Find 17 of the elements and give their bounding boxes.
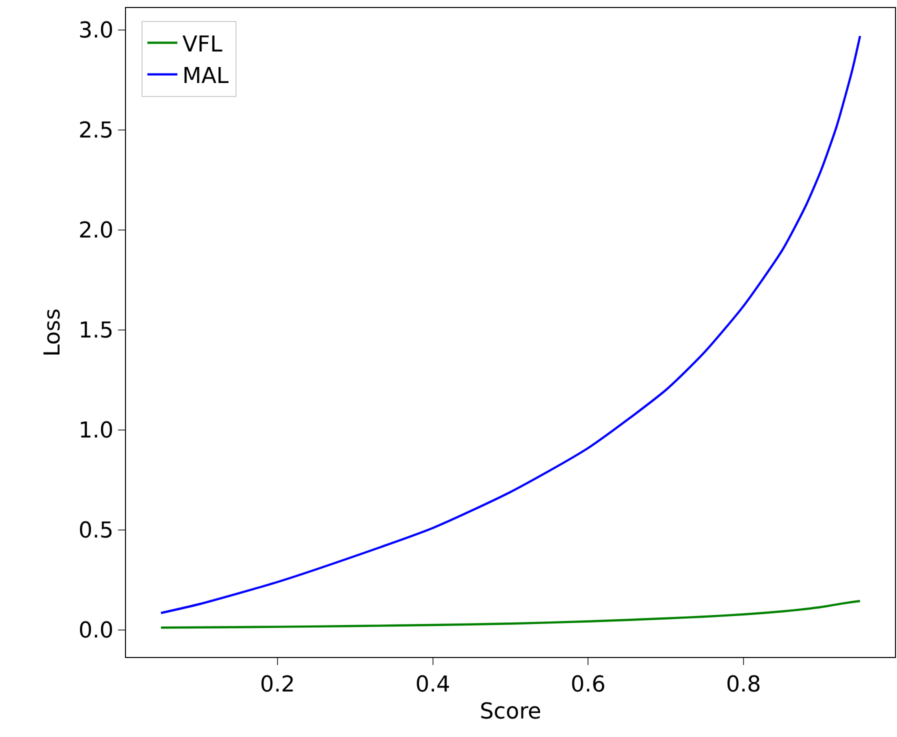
y-tick-label: 0.5 bbox=[78, 518, 114, 544]
legend-label: MAL bbox=[182, 64, 230, 89]
y-tick-label: 2.0 bbox=[78, 218, 114, 244]
x-tick-label: 0.6 bbox=[570, 672, 606, 698]
legend-label: VFL bbox=[182, 32, 224, 58]
x-axis-title: Score bbox=[480, 699, 542, 724]
line-series bbox=[160, 34, 862, 614]
y-tick-label: 0.0 bbox=[78, 618, 114, 644]
line-series bbox=[160, 600, 862, 629]
y-axis-title: Loss bbox=[40, 308, 66, 357]
y-tick-label: 1.5 bbox=[78, 318, 114, 344]
x-tick-label: 0.4 bbox=[415, 672, 450, 698]
x-tick-label: 0.2 bbox=[260, 672, 295, 698]
x-tick-label: 0.8 bbox=[726, 672, 762, 698]
y-tick-label: 3.0 bbox=[78, 18, 114, 44]
y-tick-label: 2.5 bbox=[78, 118, 114, 144]
y-tick-label: 1.0 bbox=[78, 418, 114, 444]
